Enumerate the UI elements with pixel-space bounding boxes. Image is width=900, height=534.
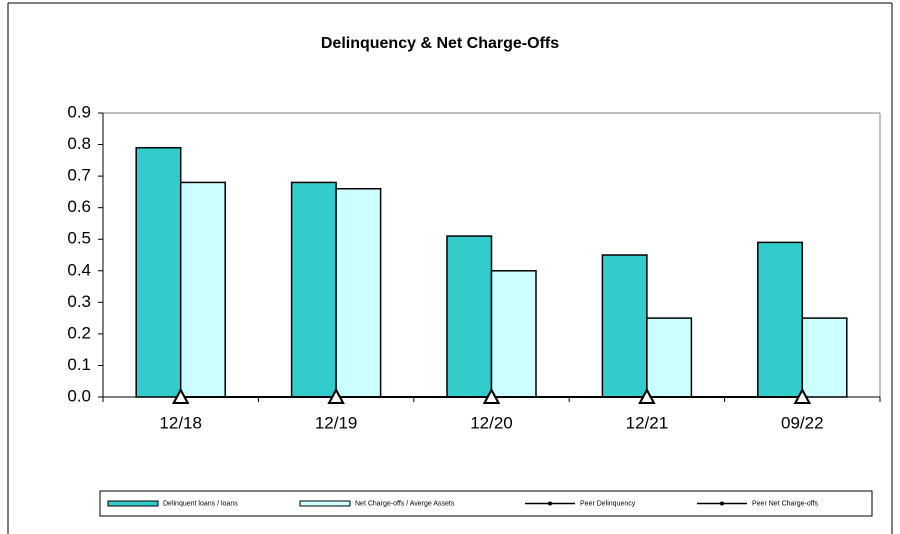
legend-swatch <box>548 501 552 506</box>
y-tick-label: 0.0 <box>67 386 91 405</box>
y-tick-label: 0.5 <box>67 229 91 248</box>
bar <box>290 181 337 398</box>
y-tick-label: 0.7 <box>67 166 91 185</box>
bar <box>335 187 382 398</box>
bar <box>801 317 848 398</box>
legend-box <box>99 490 873 517</box>
x-tick-label: 12/21 <box>626 413 669 432</box>
bar <box>135 146 182 398</box>
bar <box>757 241 804 398</box>
bar <box>490 270 537 398</box>
y-tick-label: 0.6 <box>67 197 91 216</box>
y-tick-label: 0.2 <box>67 323 91 342</box>
legend-label: Peer Net Charge-offs <box>752 500 819 507</box>
legend-label: Net Charge-offs / Averge Assets <box>355 500 455 507</box>
y-tick-label: 0.3 <box>67 292 91 311</box>
x-tick-label: 12/20 <box>470 413 513 432</box>
bar <box>446 235 493 398</box>
y-tick-label: 0.9 <box>67 102 91 121</box>
y-tick-label: 0.1 <box>67 355 91 374</box>
marker <box>172 387 190 404</box>
marker <box>482 387 501 404</box>
x-tick-label: 12/18 <box>159 413 202 432</box>
marker <box>793 387 811 404</box>
x-tick-label: 12/19 <box>315 413 358 432</box>
bar <box>646 317 693 398</box>
legend-label: Peer Delinquency <box>580 500 636 507</box>
chart-title: Delinquency & Net Charge-Offs <box>321 35 559 52</box>
bar <box>601 254 648 398</box>
legend-label: Delinquent loans / loans <box>163 500 238 507</box>
bar <box>179 181 226 398</box>
y-tick-label: 0.4 <box>67 260 91 279</box>
legend-swatch <box>107 500 159 507</box>
legend-swatch <box>299 500 351 507</box>
y-tick-label: 0.8 <box>67 134 91 153</box>
x-tick-label: 09/22 <box>781 413 824 432</box>
legend-swatch <box>720 501 724 506</box>
marker <box>638 387 656 404</box>
marker <box>327 387 345 404</box>
